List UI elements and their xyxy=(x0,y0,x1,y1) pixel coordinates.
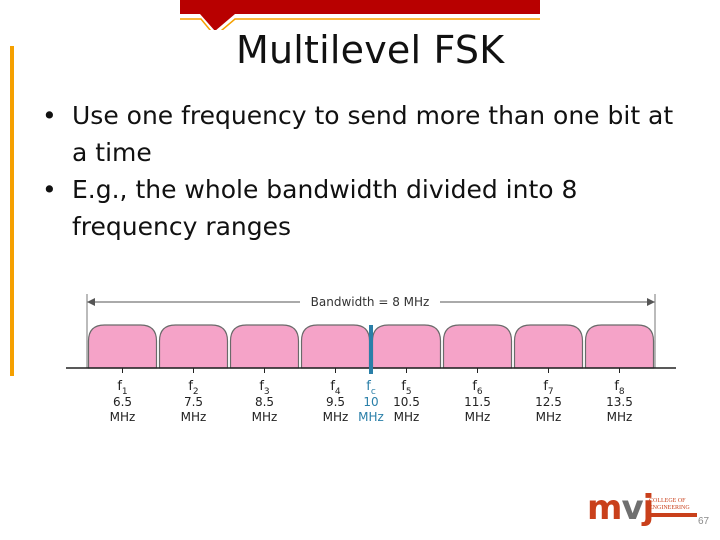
carrier-frequency-value: 10 xyxy=(363,395,378,409)
logo-text: COLLEGE OF ENGINEERING xyxy=(649,498,690,511)
band-label-8: f8 xyxy=(614,379,625,397)
frequency-band-5 xyxy=(371,324,442,369)
bandwidth-label-bg xyxy=(300,293,440,309)
band-frequency-value-3: 8.5 xyxy=(255,395,274,409)
band-frequency-unit-8: MHz xyxy=(607,410,633,424)
frequency-band-3 xyxy=(229,324,300,369)
bandwidth-label: Bandwidth = 8 MHz xyxy=(311,295,430,309)
bullet-list: • Use one frequency to send more than one… xyxy=(42,97,682,245)
band-label-3: f3 xyxy=(259,379,269,397)
frequency-band-8 xyxy=(584,324,655,369)
band-frequency-value-4: 9.5 xyxy=(326,395,345,409)
bullet-item: • E.g., the whole bandwidth divided into … xyxy=(42,171,682,245)
frequency-band-2 xyxy=(158,324,229,369)
bullet-text: E.g., the whole bandwidth divided into 8… xyxy=(72,175,578,241)
college-logo: mvj COLLEGE OF ENGINEERING xyxy=(587,488,699,530)
band-frequency-value-5: 10.5 xyxy=(393,395,420,409)
frequency-band-4 xyxy=(300,324,371,369)
header-orange-accent xyxy=(180,18,540,30)
header-bar xyxy=(180,0,540,30)
band-frequency-value-1: 6.5 xyxy=(113,395,132,409)
frequency-band-7 xyxy=(513,324,584,369)
frequency-band-6 xyxy=(442,324,513,369)
slide-title: Multilevel FSK xyxy=(236,28,505,72)
bandwidth-arrow-right xyxy=(647,298,655,306)
band-label-7: f7 xyxy=(543,379,553,397)
band-frequency-value-6: 11.5 xyxy=(464,395,491,409)
band-label-5: f5 xyxy=(401,379,411,397)
band-frequency-value-2: 7.5 xyxy=(184,395,203,409)
band-frequency-unit-6: MHz xyxy=(465,410,491,424)
bullet-text: Use one frequency to send more than one … xyxy=(72,101,674,167)
band-frequency-value-8: 13.5 xyxy=(606,395,633,409)
bandwidth-arrow-left xyxy=(87,298,95,306)
header-tagline: Engineered for Tomorrow xyxy=(544,7,682,20)
logo-underline xyxy=(649,513,697,517)
band-frequency-unit-4: MHz xyxy=(323,410,349,424)
bullet-dot: • xyxy=(42,175,57,204)
band-frequency-unit-3: MHz xyxy=(252,410,278,424)
band-label-1: f1 xyxy=(117,379,127,397)
page-number: 67 xyxy=(698,516,710,527)
carrier-label: fc xyxy=(366,379,376,397)
left-accent-line xyxy=(10,46,14,376)
logo-mvj-mark: mvj xyxy=(587,488,654,528)
band-label-2: f2 xyxy=(188,379,198,397)
band-label-4: f4 xyxy=(330,379,341,397)
band-frequency-unit-5: MHz xyxy=(394,410,420,424)
carrier-frequency-unit: MHz xyxy=(358,410,384,424)
header-red-band xyxy=(180,0,540,30)
band-frequency-value-7: 12.5 xyxy=(535,395,562,409)
bullet-item: • Use one frequency to send more than one… xyxy=(42,97,682,171)
band-frequency-unit-1: MHz xyxy=(110,410,136,424)
bullet-dot: • xyxy=(42,101,57,130)
frequency-band-1 xyxy=(87,324,158,369)
band-frequency-unit-2: MHz xyxy=(181,410,207,424)
band-frequency-unit-7: MHz xyxy=(536,410,562,424)
band-label-6: f6 xyxy=(472,379,483,397)
